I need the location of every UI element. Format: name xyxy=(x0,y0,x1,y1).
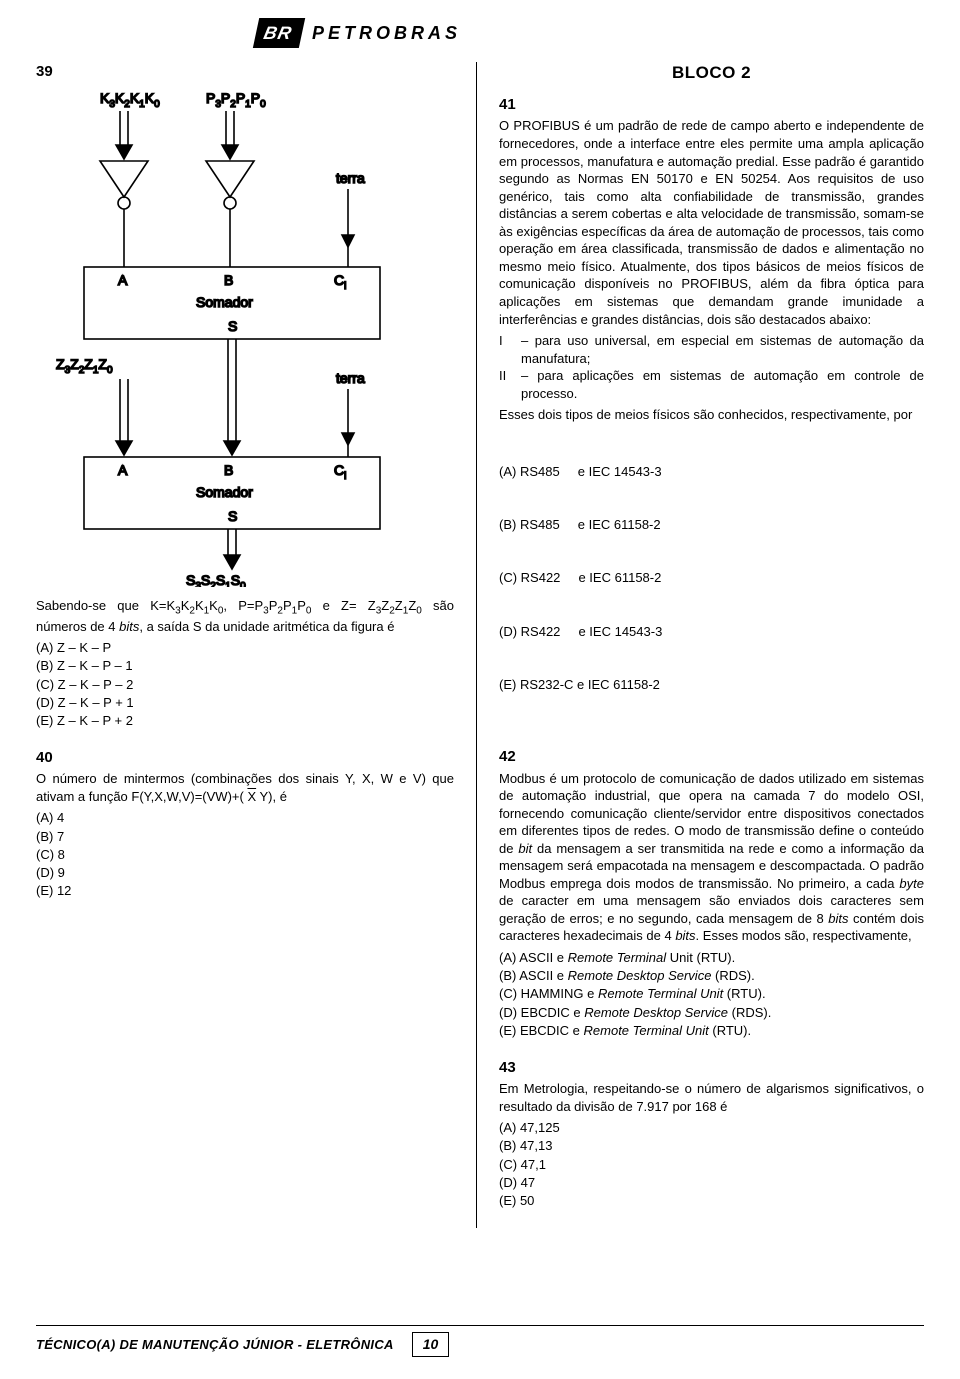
footer-title: TÉCNICO(A) DE MANUTENÇÃO JÚNIOR - ELETRÔ… xyxy=(36,1336,394,1354)
q43-opt-c: (C) 47,1 xyxy=(499,1156,924,1174)
q39-opt-b: (B) Z – K – P – 1 xyxy=(36,657,454,675)
svg-text:A: A xyxy=(118,272,128,288)
svg-text:B: B xyxy=(224,462,233,478)
q40-stem: O número de mintermos (combinações dos s… xyxy=(36,770,454,805)
q41-list-i-text: – para uso universal, em especial em sis… xyxy=(521,332,924,367)
q42-opt-c: (C) HAMMING e Remote Terminal Unit (RTU)… xyxy=(499,985,924,1003)
svg-text:P3P2P1P0: P3P2P1P0 xyxy=(206,90,266,110)
q39-number: 39 xyxy=(36,62,454,82)
q41-list-ii: II xyxy=(499,367,521,402)
question-41: 41 O PROFIBUS é um padrão de rede de cam… xyxy=(499,95,924,729)
q39-stem: Sabendo-se que K=K3K2K1K0, P=P3P2P1P0 e … xyxy=(36,597,454,636)
br-logo: BR xyxy=(253,18,305,48)
svg-text:K3K2K1K0: K3K2K1K0 xyxy=(100,90,160,110)
q42-opt-d: (D) EBCDIC e Remote Desktop Service (RDS… xyxy=(499,1004,924,1022)
q41-options: (A) RS485 e IEC 14543-3 (B) RS485 e IEC … xyxy=(499,428,924,730)
question-39: 39 K3K2K1K0 P3P2P1P0 xyxy=(36,62,454,730)
q40-number: 40 xyxy=(36,748,454,768)
arithmetic-unit-diagram: K3K2K1K0 P3P2P1P0 xyxy=(36,87,454,587)
svg-text:A: A xyxy=(118,462,128,478)
q40-opt-c: (C) 8 xyxy=(36,846,454,864)
q43-number: 43 xyxy=(499,1058,924,1078)
q43-opt-b: (B) 47,13 xyxy=(499,1137,924,1155)
q40-options: (A) 4 (B) 7 (C) 8 (D) 9 (E) 12 xyxy=(36,809,454,900)
svg-text:Z3Z2Z1Z0: Z3Z2Z1Z0 xyxy=(56,356,113,376)
q42-options: (A) ASCII e Remote Terminal Unit (RTU). … xyxy=(499,949,924,1040)
brand-bar: BR PETROBRAS xyxy=(256,18,924,48)
q39-options: (A) Z – K – P (B) Z – K – P – 1 (C) Z – … xyxy=(36,639,454,730)
q42-opt-b: (B) ASCII e Remote Desktop Service (RDS)… xyxy=(499,967,924,985)
q39-opt-d: (D) Z – K – P + 1 xyxy=(36,694,454,712)
petrobras-wordmark: PETROBRAS xyxy=(312,21,461,45)
q41-number: 41 xyxy=(499,95,924,115)
q42-body: Modbus é um protocolo de comunicação de … xyxy=(499,770,924,945)
q43-opt-e: (E) 50 xyxy=(499,1192,924,1210)
q43-opt-a: (A) 47,125 xyxy=(499,1119,924,1137)
svg-text:S: S xyxy=(228,318,237,334)
q41-opt-c: (C) RS422 e IEC 61158-2 xyxy=(499,569,924,587)
q41-opt-d: (D) RS422 e IEC 14543-3 xyxy=(499,623,924,641)
q40-opt-d: (D) 9 xyxy=(36,864,454,882)
q39-opt-a: (A) Z – K – P xyxy=(36,639,454,657)
q41-tail: Esses dois tipos de meios físicos são co… xyxy=(499,406,924,424)
q41-opt-b: (B) RS485 e IEC 61158-2 xyxy=(499,516,924,534)
q42-number: 42 xyxy=(499,747,924,767)
q43-opt-d: (D) 47 xyxy=(499,1174,924,1192)
q40-opt-b: (B) 7 xyxy=(36,828,454,846)
page-number: 10 xyxy=(412,1332,450,1357)
q40-opt-e: (E) 12 xyxy=(36,882,454,900)
q41-list-i: I xyxy=(499,332,521,367)
q41-list: I– para uso universal, em especial em si… xyxy=(499,332,924,402)
svg-text:B: B xyxy=(224,272,233,288)
q40-opt-a: (A) 4 xyxy=(36,809,454,827)
svg-text:terra: terra xyxy=(336,370,365,386)
question-43: 43 Em Metrologia, respeitando-se o númer… xyxy=(499,1058,924,1210)
q41-opt-a: (A) RS485 e IEC 14543-3 xyxy=(499,463,924,481)
q39-opt-e: (E) Z – K – P + 2 xyxy=(36,712,454,730)
q39-opt-c: (C) Z – K – P – 2 xyxy=(36,676,454,694)
q42-opt-e: (E) EBCDIC e Remote Terminal Unit (RTU). xyxy=(499,1022,924,1040)
question-42: 42 Modbus é um protocolo de comunicação … xyxy=(499,747,924,1040)
svg-text:Somador: Somador xyxy=(196,484,253,500)
q42-opt-a: (A) ASCII e Remote Terminal Unit (RTU). xyxy=(499,949,924,967)
bloco-title: BLOCO 2 xyxy=(499,62,924,85)
footer-bar: TÉCNICO(A) DE MANUTENÇÃO JÚNIOR - ELETRÔ… xyxy=(36,1325,924,1357)
q41-body: O PROFIBUS é um padrão de rede de campo … xyxy=(499,117,924,328)
question-40: 40 O número de mintermos (combinações do… xyxy=(36,748,454,900)
q41-list-ii-text: – para aplicações em sistemas de automaç… xyxy=(521,367,924,402)
q43-body: Em Metrologia, respeitando-se o número d… xyxy=(499,1080,924,1115)
svg-text:terra: terra xyxy=(336,170,365,186)
q41-opt-e: (E) RS232-C e IEC 61158-2 xyxy=(499,676,924,694)
svg-text:Somador: Somador xyxy=(196,294,253,310)
q43-options: (A) 47,125 (B) 47,13 (C) 47,1 (D) 47 (E)… xyxy=(499,1119,924,1210)
svg-text:S3S2S1S0: S3S2S1S0 xyxy=(186,572,246,587)
svg-text:S: S xyxy=(228,508,237,524)
